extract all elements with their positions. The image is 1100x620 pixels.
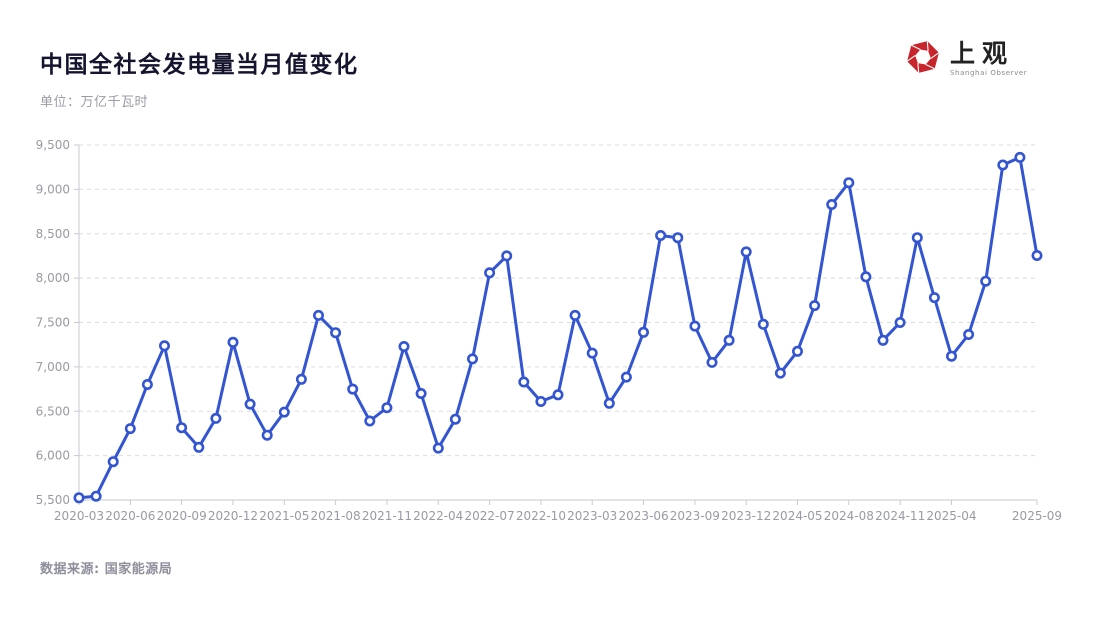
data-point[interactable] xyxy=(193,441,205,453)
x-axis-label: 2022-10 xyxy=(516,509,566,523)
data-point[interactable] xyxy=(295,373,307,385)
data-point[interactable] xyxy=(963,328,975,340)
x-axis-label: 2023-06 xyxy=(618,509,668,523)
data-point[interactable] xyxy=(826,199,838,211)
data-point[interactable] xyxy=(655,230,667,242)
unit-label: 单位：万亿千瓦时 xyxy=(40,95,149,110)
data-point[interactable] xyxy=(73,492,85,504)
data-point[interactable] xyxy=(244,398,256,410)
data-point[interactable] xyxy=(330,327,342,339)
data-point[interactable] xyxy=(347,383,359,395)
data-point[interactable] xyxy=(894,316,906,328)
data-point[interactable] xyxy=(364,415,376,427)
data-point[interactable] xyxy=(432,442,444,454)
data-point[interactable] xyxy=(210,412,222,424)
data-point[interactable] xyxy=(1014,151,1026,163)
data-point[interactable] xyxy=(227,336,239,348)
y-axis-label: 7,500 xyxy=(36,316,70,330)
data-point[interactable] xyxy=(484,267,496,279)
x-axis-label: 2025-09 xyxy=(1012,509,1062,523)
data-point[interactable] xyxy=(552,389,564,401)
y-axis-label: 5,500 xyxy=(36,493,70,507)
data-source: 数据来源: 国家能源局 xyxy=(40,562,173,577)
y-axis-label: 8,000 xyxy=(36,271,70,285)
data-point[interactable] xyxy=(791,345,803,357)
data-point[interactable] xyxy=(723,334,735,346)
data-point[interactable] xyxy=(672,232,684,244)
logo-hexagon-icon xyxy=(905,39,941,79)
data-point[interactable] xyxy=(860,271,872,283)
x-axis-label: 2025-04 xyxy=(926,509,976,523)
data-point[interactable] xyxy=(774,367,786,379)
data-point[interactable] xyxy=(518,376,530,388)
x-axis-label: 2021-05 xyxy=(259,509,309,523)
data-point[interactable] xyxy=(449,413,461,425)
data-point[interactable] xyxy=(141,378,153,390)
data-point[interactable] xyxy=(706,356,718,368)
x-axis-label: 2024-11 xyxy=(875,509,925,523)
page-title: 中国全社会发电量当月值变化 xyxy=(40,52,359,78)
data-point[interactable] xyxy=(911,232,923,244)
data-point[interactable] xyxy=(278,406,290,418)
x-axis-label: 2024-08 xyxy=(824,509,874,523)
data-point[interactable] xyxy=(90,490,102,502)
data-point[interactable] xyxy=(415,387,427,399)
logo-cn-text: 上观 xyxy=(950,39,1015,68)
x-axis-label: 2021-11 xyxy=(362,509,412,523)
data-point[interactable] xyxy=(501,250,513,262)
x-axis-label: 2020-09 xyxy=(157,509,207,523)
x-axis-label: 2023-09 xyxy=(670,509,720,523)
y-axis-label: 9,500 xyxy=(36,138,70,152)
data-point[interactable] xyxy=(124,423,136,435)
data-point[interactable] xyxy=(176,422,188,434)
data-point[interactable] xyxy=(620,371,632,383)
data-point[interactable] xyxy=(535,395,547,407)
data-point[interactable] xyxy=(980,275,992,287)
data-point[interactable] xyxy=(928,292,940,304)
y-axis-label: 7,000 xyxy=(36,360,70,374)
data-point[interactable] xyxy=(689,320,701,332)
data-point[interactable] xyxy=(877,334,889,346)
data-point[interactable] xyxy=(381,402,393,414)
y-axis-label: 9,000 xyxy=(36,182,70,196)
data-point[interactable] xyxy=(809,300,821,312)
data-point[interactable] xyxy=(945,350,957,362)
data-point[interactable] xyxy=(159,340,171,352)
data-point[interactable] xyxy=(843,177,855,189)
logo-en-text: Shanghai Observer xyxy=(950,69,1028,77)
y-axis-label: 6,000 xyxy=(36,449,70,463)
data-point[interactable] xyxy=(466,353,478,365)
x-axis-label: 2023-03 xyxy=(567,509,617,523)
x-axis-label: 2020-06 xyxy=(105,509,155,523)
y-axis-label: 6,500 xyxy=(36,404,70,418)
data-point[interactable] xyxy=(603,397,615,409)
series-line xyxy=(77,155,1039,500)
x-axis-label: 2022-07 xyxy=(465,509,515,523)
x-axis-label: 2020-03 xyxy=(54,509,104,523)
x-axis-label: 2023-12 xyxy=(721,509,771,523)
data-point[interactable] xyxy=(586,347,598,359)
y-axis-label: 8,500 xyxy=(36,227,70,241)
data-point[interactable] xyxy=(997,159,1009,171)
data-point[interactable] xyxy=(398,340,410,352)
data-point[interactable] xyxy=(312,309,324,321)
x-axis-label: 2022-04 xyxy=(413,509,463,523)
shanghai-observer-logo: 上观 Shanghai Observer xyxy=(905,39,1027,79)
data-point[interactable] xyxy=(569,309,581,321)
data-point[interactable] xyxy=(757,318,769,330)
x-axis-label: 2024-05 xyxy=(772,509,822,523)
data-point[interactable] xyxy=(637,326,649,338)
x-axis-label: 2021-08 xyxy=(311,509,361,523)
x-axis-label: 2020-12 xyxy=(208,509,258,523)
data-point[interactable] xyxy=(1031,250,1043,262)
data-point[interactable] xyxy=(740,246,752,258)
data-point[interactable] xyxy=(261,429,273,441)
data-point[interactable] xyxy=(107,456,119,468)
